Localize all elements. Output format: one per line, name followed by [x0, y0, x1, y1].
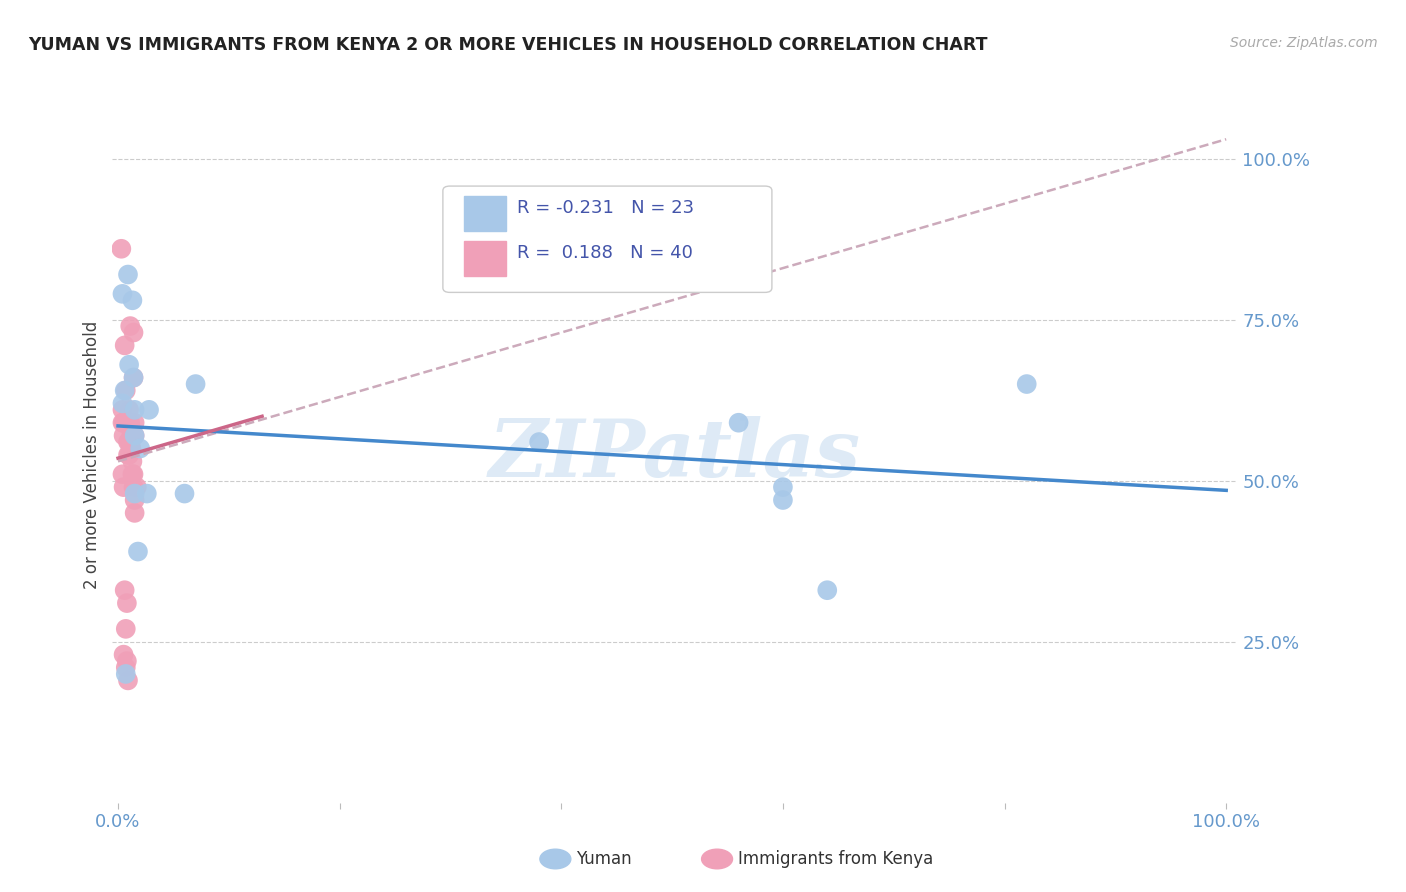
Point: [173, 486, 195, 500]
Point: [117, 435, 139, 450]
Text: R =  0.188   N = 40: R = 0.188 N = 40: [517, 244, 693, 262]
Point: [118, 435, 141, 450]
Point: [122, 480, 145, 494]
Point: [124, 486, 146, 500]
Point: [114, 338, 136, 352]
Point: [117, 268, 139, 282]
Point: [125, 480, 148, 494]
Point: [120, 319, 142, 334]
Text: ZIPatlas: ZIPatlas: [489, 417, 860, 493]
Text: Yuman: Yuman: [576, 850, 633, 868]
Point: [124, 402, 146, 417]
Point: [117, 448, 139, 462]
Point: [121, 293, 143, 308]
Point: [115, 654, 138, 668]
Point: [122, 370, 145, 384]
Point: [120, 422, 142, 436]
Point: [112, 648, 135, 662]
Point: [111, 286, 134, 301]
Point: [114, 622, 136, 636]
Point: [117, 673, 139, 688]
Point: [111, 396, 134, 410]
Point: [122, 467, 145, 482]
Point: [127, 544, 149, 558]
Point: [118, 402, 141, 417]
Point: [129, 442, 152, 456]
Point: [124, 493, 146, 508]
Point: [111, 416, 134, 430]
Point: [122, 326, 145, 340]
Point: [124, 428, 146, 442]
Point: [112, 428, 135, 442]
Point: [120, 442, 142, 456]
Point: [124, 428, 146, 442]
Point: [527, 435, 550, 450]
Point: [112, 480, 135, 494]
Point: [727, 416, 749, 430]
Point: [110, 242, 132, 256]
Point: [135, 486, 157, 500]
Point: [122, 370, 145, 384]
Text: Immigrants from Kenya: Immigrants from Kenya: [738, 850, 934, 868]
Point: [112, 416, 135, 430]
Text: Source: ZipAtlas.com: Source: ZipAtlas.com: [1230, 36, 1378, 50]
Point: [114, 416, 136, 430]
Point: [120, 442, 142, 456]
Y-axis label: 2 or more Vehicles in Household: 2 or more Vehicles in Household: [83, 321, 101, 589]
Point: [111, 467, 134, 482]
Point: [138, 402, 160, 417]
Point: [111, 402, 134, 417]
Text: R = -0.231   N = 23: R = -0.231 N = 23: [517, 199, 695, 218]
Point: [121, 467, 143, 482]
Point: [115, 596, 138, 610]
Point: [120, 428, 142, 442]
Point: [115, 416, 138, 430]
Point: [121, 454, 143, 468]
Point: [815, 583, 838, 598]
Point: [114, 667, 136, 681]
Point: [772, 493, 794, 508]
Point: [114, 384, 136, 398]
Point: [772, 480, 794, 494]
Point: [114, 660, 136, 674]
Point: [124, 506, 146, 520]
Point: [184, 377, 207, 392]
Text: YUMAN VS IMMIGRANTS FROM KENYA 2 OR MORE VEHICLES IN HOUSEHOLD CORRELATION CHART: YUMAN VS IMMIGRANTS FROM KENYA 2 OR MORE…: [28, 36, 987, 54]
Point: [114, 583, 136, 598]
Point: [124, 416, 146, 430]
Point: [118, 448, 141, 462]
Point: [114, 384, 136, 398]
Point: [120, 416, 142, 430]
Point: [118, 358, 141, 372]
Point: [1015, 377, 1038, 392]
